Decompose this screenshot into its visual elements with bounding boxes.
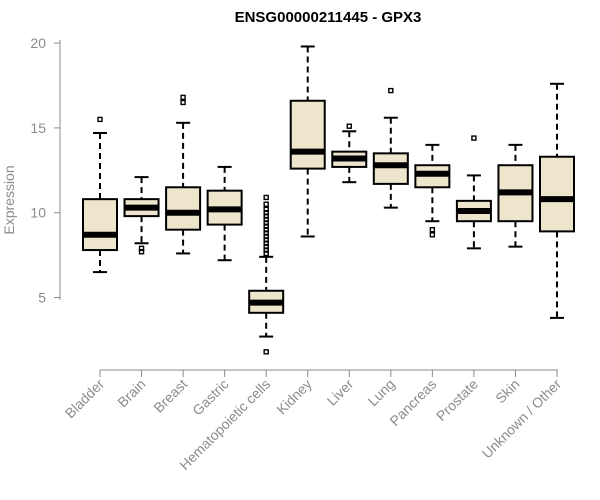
box-group [372, 87, 409, 209]
outlier-point [388, 87, 394, 94]
x-tick-label: Brain [114, 376, 148, 410]
outlier-point [263, 201, 269, 207]
box-group [82, 116, 118, 274]
box-iqr [82, 198, 118, 252]
y-tick-label: 20 [30, 35, 46, 51]
box-group [455, 135, 492, 250]
y-tick-label: 10 [30, 205, 46, 221]
box-group [539, 82, 575, 319]
outlier-point [180, 94, 186, 101]
box-group [414, 143, 451, 238]
box-iqr [539, 155, 575, 233]
outlier-point [429, 226, 436, 233]
box-group [123, 176, 160, 255]
box-iqr [372, 152, 409, 185]
box-iqr [289, 99, 326, 170]
outlier-point [263, 194, 269, 201]
box-group [248, 194, 285, 355]
box-group [165, 94, 202, 255]
x-tick-label: Liver [324, 376, 357, 409]
x-tick-label: Bladder [62, 376, 108, 422]
boxes [82, 45, 575, 355]
box-group [206, 165, 243, 262]
outlier-point [346, 123, 352, 129]
x-tick-label: Kidney [273, 376, 315, 418]
x-tick-label: Skin [492, 376, 523, 407]
box-group [331, 123, 368, 184]
outlier-point [138, 249, 145, 255]
outlier-point [180, 99, 186, 106]
outlier-point [471, 135, 477, 141]
y-tick-label: 5 [38, 290, 46, 306]
y-ticks: 5 10 15 20 [30, 35, 60, 306]
x-tick-label: Prostate [433, 376, 481, 424]
x-tick-label: Unknown / Other [479, 376, 565, 462]
outlier-point [97, 116, 103, 123]
outlier-point [263, 349, 269, 355]
outlier-point [429, 232, 436, 238]
y-tick-label: 15 [30, 120, 46, 136]
box-group [289, 45, 326, 238]
x-tick-label: Breast [150, 376, 190, 416]
y-axis-label: Expression [1, 165, 17, 234]
x-tick-label: Lung [365, 376, 398, 409]
box-group [497, 143, 534, 248]
outlier-point [263, 206, 269, 213]
box-iqr [165, 186, 202, 231]
chart-title: ENSG00000211445 - GPX3 [235, 9, 422, 26]
